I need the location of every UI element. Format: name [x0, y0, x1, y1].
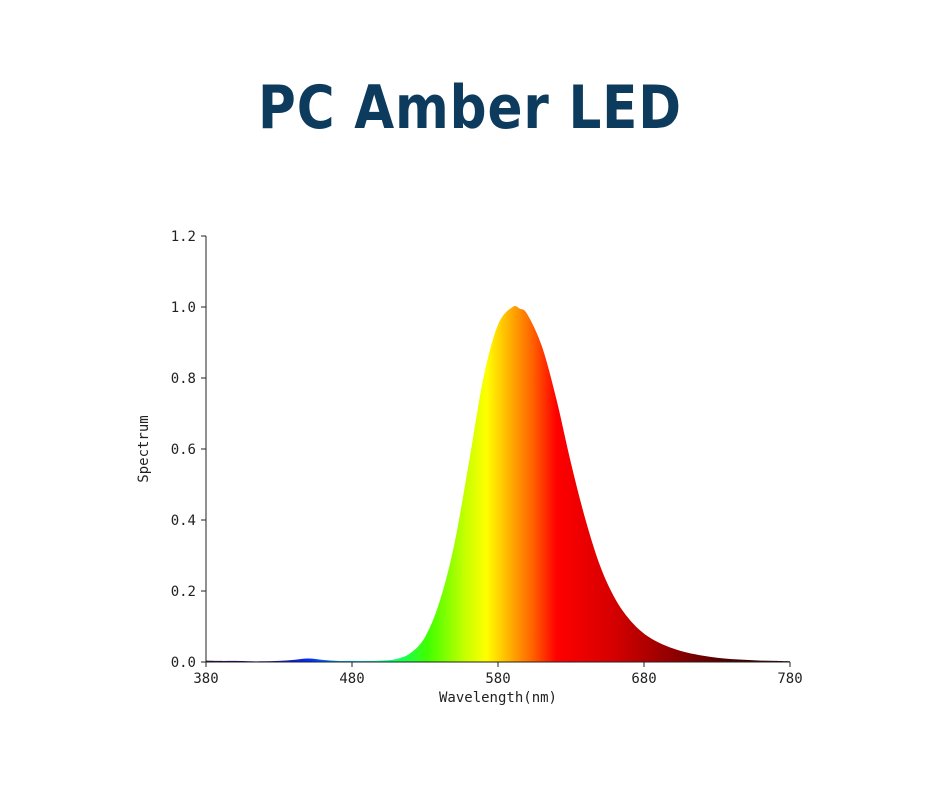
page-title: PC Amber LED — [258, 73, 682, 143]
x-tick-label: 480 — [339, 671, 364, 687]
x-tick-label: 780 — [777, 671, 802, 687]
x-ticks: 380 480 580 680 780 — [193, 662, 803, 687]
y-tick-label: 0.6 — [171, 442, 196, 458]
x-axis-label: Wavelength(nm) — [439, 690, 557, 706]
y-ticks: 0.0 0.2 0.4 0.6 0.8 1.0 1.2 — [171, 229, 206, 671]
x-tick-label: 580 — [485, 671, 510, 687]
y-tick-label: 0.2 — [171, 584, 196, 600]
y-tick-label: 1.2 — [171, 229, 196, 245]
spectrum-area — [206, 305, 790, 662]
y-tick-label: 0.8 — [171, 371, 196, 387]
x-tick-label: 380 — [193, 671, 218, 687]
y-tick-label: 1.0 — [171, 300, 196, 316]
y-axis-label: Spectrum — [136, 415, 152, 482]
y-tick-label: 0.0 — [171, 655, 196, 671]
x-tick-label: 680 — [631, 671, 656, 687]
y-tick-label: 0.4 — [171, 513, 196, 529]
